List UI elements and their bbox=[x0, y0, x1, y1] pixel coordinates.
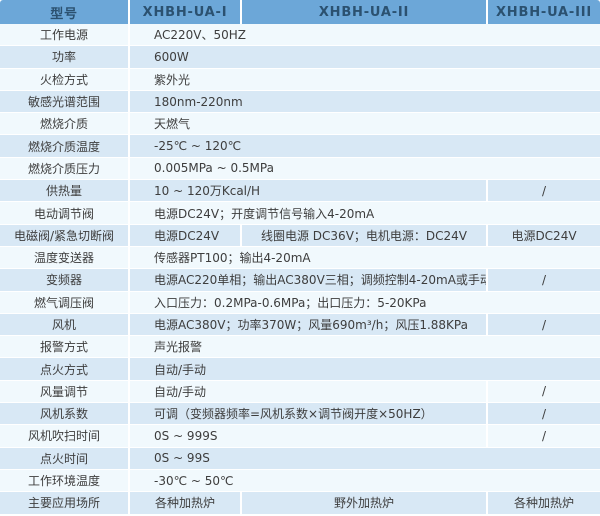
spec-value: 天燃气 bbox=[130, 113, 600, 135]
spec-row-13: 燃气调压阀 入口压力：0.2MPa-0.6MPa；出口压力：5-20KPa bbox=[0, 291, 600, 314]
spec-label: 温度变送器 bbox=[0, 246, 130, 269]
spec-row-5: 燃烧介质 天燃气 bbox=[0, 113, 600, 136]
spec-value: 180nm-220nm bbox=[130, 90, 600, 113]
header-model-xhbh-ua-2: XHBH-UA-II bbox=[242, 0, 488, 24]
header-model-xhbh-ua-3: XHBH-UA-III bbox=[488, 0, 600, 24]
spec-value: 可调（变频器频率=风机系数×调节阀开度×50HZ） bbox=[130, 403, 488, 425]
spec-label: 风机 bbox=[0, 313, 130, 336]
spec-label: 燃烧介质温度 bbox=[0, 135, 130, 157]
spec-value: 线圈电源 DC36V；电机电源：DC24V bbox=[242, 224, 488, 246]
spec-label: 点火时间 bbox=[0, 447, 130, 469]
spec-value: 声光报警 bbox=[130, 336, 600, 358]
spec-value: 600W bbox=[130, 46, 600, 68]
spec-label: 火检方式 bbox=[0, 68, 130, 90]
spec-label: 敏感光谱范围 bbox=[0, 90, 130, 113]
spec-row-17: 风量调节 自动/手动 / bbox=[0, 380, 600, 404]
spec-row-12: 变频器 电源AC220单相；输出AC380V三相；调频控制4-20mA或手动 / bbox=[0, 269, 600, 292]
spec-label: 工作环境温度 bbox=[0, 469, 130, 492]
spec-row-2: 功率 600W bbox=[0, 46, 600, 69]
spec-value: 入口压力：0.2MPa-0.6MPa；出口压力：5-20KPa bbox=[130, 291, 600, 313]
spec-row-16: 点火方式 自动/手动 bbox=[0, 358, 600, 381]
spec-value: 自动/手动 bbox=[130, 380, 488, 403]
spec-label: 功率 bbox=[0, 46, 130, 68]
spec-value: 0.005MPa ~ 0.5MPa bbox=[130, 157, 600, 180]
spec-label: 工作电源 bbox=[0, 24, 130, 46]
not-applicable-cell: / bbox=[488, 425, 600, 447]
spec-value: 电源AC220单相；输出AC380V三相；调频控制4-20mA或手动 bbox=[130, 269, 488, 291]
spec-label: 风量调节 bbox=[0, 380, 130, 403]
table-header-row: 型号 XHBH-UA-I XHBH-UA-II XHBH-UA-III bbox=[0, 0, 600, 24]
spec-label: 电磁阀/紧急切断阀 bbox=[0, 224, 130, 246]
spec-label: 供热量 bbox=[0, 180, 130, 202]
spec-value: 电源DC24V；开度调节信号输入4-20mA bbox=[130, 202, 600, 224]
not-applicable-cell: / bbox=[488, 313, 600, 336]
spec-row-19: 风机吹扫时间 0S ~ 999S / bbox=[0, 425, 600, 448]
spec-label: 点火方式 bbox=[0, 358, 130, 380]
spec-row-15: 报警方式 声光报警 bbox=[0, 336, 600, 359]
spec-label: 燃烧介质 bbox=[0, 113, 130, 135]
spec-label: 电动调节阀 bbox=[0, 202, 130, 224]
spec-label: 燃烧介质压力 bbox=[0, 157, 130, 180]
spec-row-10: 电磁阀/紧急切断阀 电源DC24V 线圈电源 DC36V；电机电源：DC24V 电源D… bbox=[0, 224, 600, 247]
spec-value: 传感器PT100；输出4-20mA bbox=[130, 246, 600, 269]
spec-label: 主要应用场所 bbox=[0, 492, 130, 514]
spec-row-20: 点火时间 0S ~ 99S bbox=[0, 447, 600, 470]
spec-label: 报警方式 bbox=[0, 336, 130, 358]
spec-row-6: 燃烧介质温度 -25℃ ~ 120℃ bbox=[0, 135, 600, 158]
spec-row-4: 敏感光谱范围 180nm-220nm bbox=[0, 90, 600, 114]
spec-row-8: 供热量 10 ~ 120万Kcal/H / bbox=[0, 180, 600, 203]
spec-value: 野外加热炉 bbox=[242, 492, 488, 514]
not-applicable-cell: / bbox=[488, 380, 600, 403]
spec-value: 自动/手动 bbox=[130, 358, 600, 380]
spec-label: 风机系数 bbox=[0, 403, 130, 425]
spec-value: 各种加热炉 bbox=[130, 492, 242, 514]
spec-row-9: 电动调节阀 电源DC24V；开度调节信号输入4-20mA bbox=[0, 202, 600, 225]
header-model-xhbh-ua-1: XHBH-UA-I bbox=[130, 0, 242, 24]
spec-label: 风机吹扫时间 bbox=[0, 425, 130, 447]
not-applicable-cell: / bbox=[488, 269, 600, 291]
spec-value: 电源DC24V bbox=[488, 224, 600, 246]
spec-row-7: 燃烧介质压力 0.005MPa ~ 0.5MPa bbox=[0, 157, 600, 181]
spec-value: AC220V、50HZ bbox=[130, 24, 600, 46]
spec-value: -30℃ ~ 50℃ bbox=[130, 469, 600, 492]
spec-value: 各种加热炉 bbox=[488, 492, 600, 514]
spec-value: 0S ~ 99S bbox=[130, 447, 600, 469]
spec-value: 紫外光 bbox=[130, 68, 600, 90]
not-applicable-cell: / bbox=[488, 403, 600, 425]
spec-label: 变频器 bbox=[0, 269, 130, 291]
spec-value: 电源DC24V bbox=[130, 224, 242, 246]
spec-value: -25℃ ~ 120℃ bbox=[130, 135, 600, 157]
spec-value: 电源AC380V；功率370W；风量690m³/h；风压1.88KPa bbox=[130, 313, 488, 336]
spec-row-14: 风机 电源AC380V；功率370W；风量690m³/h；风压1.88KPa / bbox=[0, 313, 600, 337]
spec-label: 燃气调压阀 bbox=[0, 291, 130, 313]
header-model-column: 型号 bbox=[0, 0, 130, 24]
spec-row-18: 风机系数 可调（变频器频率=风机系数×调节阀开度×50HZ） / bbox=[0, 403, 600, 426]
spec-row-21: 工作环境温度 -30℃ ~ 50℃ bbox=[0, 469, 600, 493]
spec-value: 0S ~ 999S bbox=[130, 425, 488, 447]
not-applicable-cell: / bbox=[488, 180, 600, 202]
spec-row-11: 温度变送器 传感器PT100；输出4-20mA bbox=[0, 246, 600, 270]
spec-value: 10 ~ 120万Kcal/H bbox=[130, 180, 488, 202]
spec-row-22: 主要应用场所 各种加热炉 野外加热炉 各种加热炉 bbox=[0, 492, 600, 515]
spec-row-1: 工作电源 AC220V、50HZ bbox=[0, 24, 600, 47]
spec-row-3: 火检方式 紫外光 bbox=[0, 68, 600, 91]
